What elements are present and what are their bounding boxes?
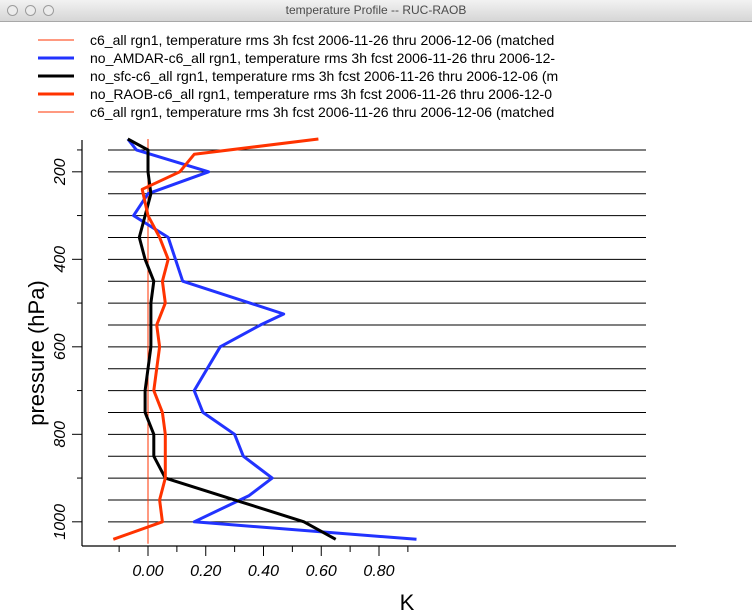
zoom-window-button[interactable] xyxy=(43,5,54,16)
legend-entry-4: c6_all rgn1, temperature rms 3h fcst 200… xyxy=(90,104,554,120)
series-line-1 xyxy=(126,138,417,541)
minimize-window-button[interactable] xyxy=(25,5,36,16)
y-axis-title: pressure (hPa) xyxy=(24,280,49,426)
y-tick-label-200: 200 xyxy=(52,158,69,186)
y-tick-label-800: 800 xyxy=(52,421,69,448)
x-tick-label-0.40: 0.40 xyxy=(248,563,279,580)
x-tick-label-0.20: 0.20 xyxy=(190,563,221,580)
close-window-button[interactable] xyxy=(7,5,18,16)
x-axis-title: K xyxy=(400,590,415,615)
legend-entry-2: no_sfc-c6_all rgn1, temperature rms 3h f… xyxy=(90,68,558,84)
y-tick-label-400: 400 xyxy=(52,246,69,273)
x-tick-label-0.60: 0.60 xyxy=(306,563,337,580)
window-title: temperature Profile -- RUC-RAOB xyxy=(285,3,467,17)
x-tick-label-0.80: 0.80 xyxy=(363,563,394,580)
legend-entry-0: c6_all rgn1, temperature rms 3h fcst 200… xyxy=(90,32,554,48)
x-tick-label-0.00: 0.00 xyxy=(132,563,163,580)
window-titlebar: temperature Profile -- RUC-RAOB xyxy=(0,0,752,22)
y-tick-label-600: 600 xyxy=(52,333,69,360)
legend-entry-1: no_AMDAR-c6_all rgn1, temperature rms 3h… xyxy=(90,50,555,66)
y-tick-label-1000: 1000 xyxy=(52,504,69,540)
series-line-3 xyxy=(112,137,319,541)
legend-entry-3: no_RAOB-c6_all rgn1, temperature rms 3h … xyxy=(90,86,552,102)
